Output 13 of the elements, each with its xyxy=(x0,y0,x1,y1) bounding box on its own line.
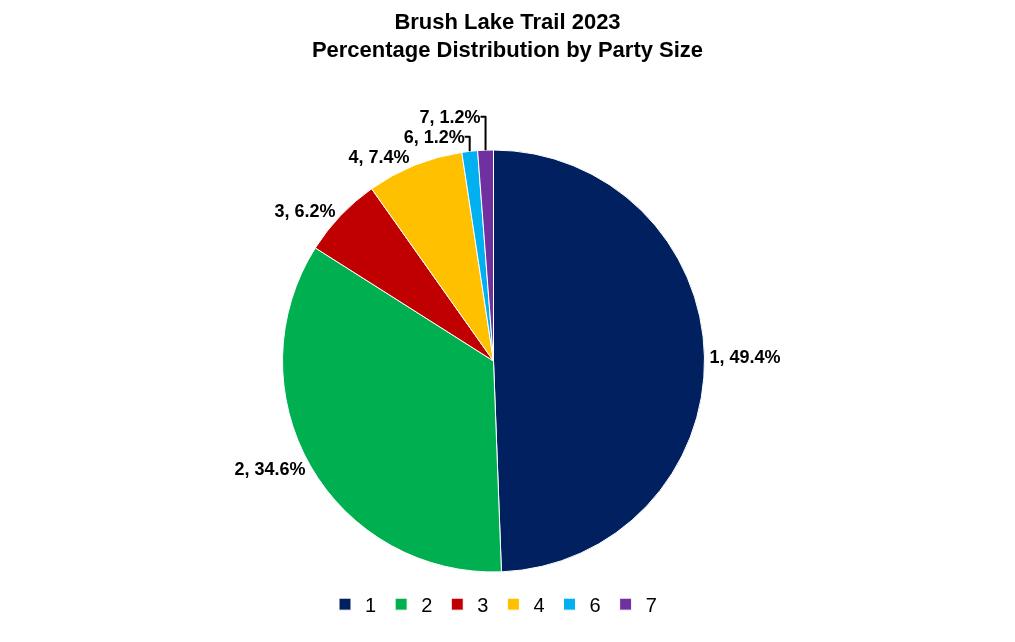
data-label: 4, 7.4% xyxy=(348,146,410,167)
data-label: 3, 6.2% xyxy=(274,200,336,221)
legend-label: 3 xyxy=(477,593,489,616)
data-label: 2, 34.6% xyxy=(234,458,306,479)
data-label: 7, 1.2% xyxy=(419,106,481,127)
legend-label: 6 xyxy=(589,593,601,616)
data-label: 6, 1.2% xyxy=(403,126,465,147)
legend-label: 4 xyxy=(533,593,545,616)
legend-label: 7 xyxy=(645,593,657,616)
legend-label: 2 xyxy=(421,593,433,616)
legend-label: 1 xyxy=(365,593,377,616)
chart-title: Brush Lake Trail 2023 Percentage Distribution by Party Size xyxy=(311,8,704,63)
data-label: 1, 49.4% xyxy=(709,347,781,368)
